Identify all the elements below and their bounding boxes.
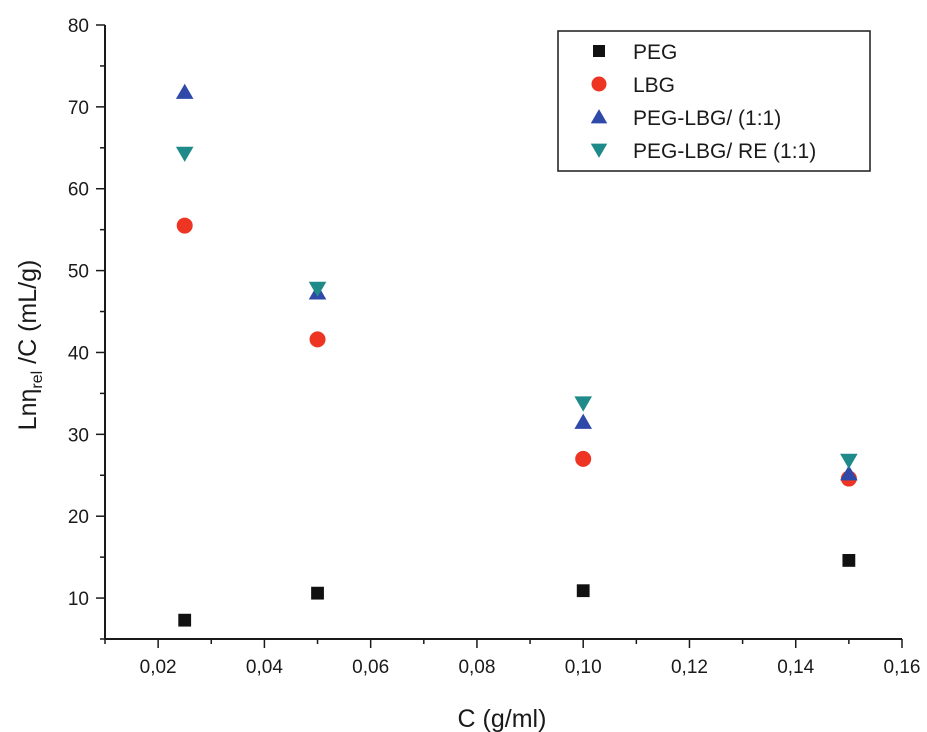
x-tick-label: 0,12 [671,657,708,678]
triangle-up-point [175,83,194,99]
y-axis-title-base: Ln [14,403,42,431]
x-axis-title: C (g/ml) [458,705,547,732]
legend-square-marker [593,45,605,57]
circle-point [176,217,193,234]
data-points [175,83,858,627]
y-axis-title-rest: /C (mL/g) [14,260,42,371]
legend-triangle-up-marker [590,109,608,124]
y-axis-title-sub: rel [29,371,46,389]
y-tick-label: 70 [68,98,89,119]
triangle-up-point [840,465,858,481]
y-tick-label: 60 [68,180,89,201]
y-tick-label: 20 [68,507,89,528]
legend-box [557,30,871,172]
circle-point [309,331,326,348]
square-point [842,554,856,567]
triangle-down-point [574,396,592,412]
x-axis: 0,02 0,04 0,06 0,08 0,10 0,12 0,14 0,16 [104,638,921,678]
legend-label: PEG-LBG/ RE (1:1) [633,140,816,163]
triangle-down-point [840,453,858,469]
legend-circle-marker [591,76,607,92]
y-tick-label: 50 [68,262,89,283]
x-tick-label: 0,08 [458,657,495,678]
x-tick-label: 0,06 [352,657,389,678]
triangle-down-point [175,146,194,162]
circle-point [575,450,592,467]
triangle-down-point [308,281,327,298]
square-point [576,584,590,598]
legend: PEG LBG PEG-LBG/ (1:1) PEG-LBG/ RE (1:1) [557,30,871,172]
y-tick-label: 30 [68,425,89,446]
x-tick-label: 0,14 [777,657,814,678]
x-tick-label: 0,10 [565,657,602,678]
y-axis-title-eta: η [14,389,42,403]
legend-label: PEG [633,41,677,64]
legend-label: PEG-LBG/ (1:1) [633,107,781,130]
square-point [178,613,192,627]
x-tick-label: 0,02 [140,657,177,678]
y-tick-label: 40 [68,343,89,364]
x-tick-label: 0,16 [884,657,921,678]
square-point [311,586,324,600]
y-axis: 10 20 30 40 50 60 70 80 [68,16,106,640]
y-tick-label: 10 [68,589,89,610]
legend-triangle-down-marker [590,143,608,158]
triangle-up-point [574,413,592,429]
legend-label: LBG [633,74,675,97]
x-tick-label: 0,04 [246,657,283,678]
y-axis-title: Lnηrel /C (mL/g) [14,260,46,431]
y-tick-label: 80 [68,16,89,37]
